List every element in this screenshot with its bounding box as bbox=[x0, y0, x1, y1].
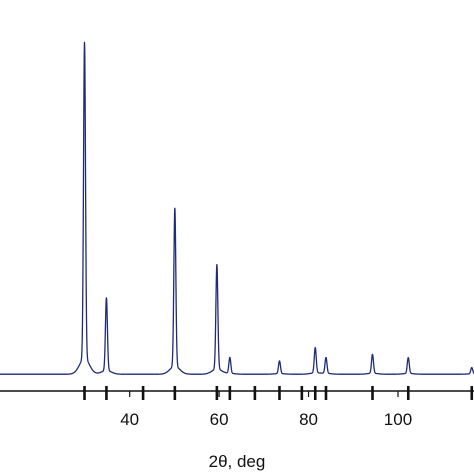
x-axis-label: 2θ, deg bbox=[209, 452, 266, 471]
reference-markers bbox=[83, 386, 474, 400]
x-tick-label: 60 bbox=[210, 410, 229, 429]
x-tick-label: 100 bbox=[384, 410, 412, 429]
x-tick-label: 40 bbox=[120, 410, 139, 429]
x-tick-label: 80 bbox=[299, 410, 318, 429]
diffraction-pattern-line bbox=[0, 41, 474, 375]
x-axis-ticks: 40 60 80 100 bbox=[120, 391, 412, 429]
plot-area bbox=[0, 41, 474, 375]
